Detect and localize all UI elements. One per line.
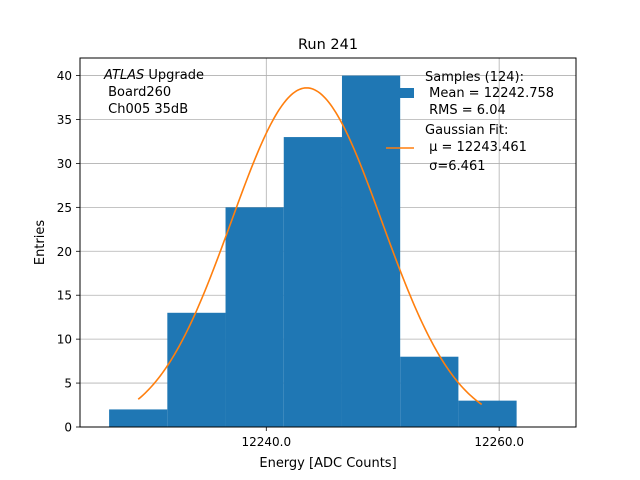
legend-samples-title: Samples (124): <box>425 70 524 85</box>
legend-fit-title: Gaussian Fit: <box>425 123 508 138</box>
histogram-bar <box>225 207 284 427</box>
y-tick-label: 20 <box>57 245 72 259</box>
legend-fit-mu: μ = 12243.461 <box>425 140 527 155</box>
annotation-upgrade: Upgrade <box>144 68 204 83</box>
fit-curve <box>137 87 483 406</box>
y-tick-label: 10 <box>57 333 72 347</box>
y-tick-label: 25 <box>57 201 72 215</box>
legend: Samples (124): Mean = 12242.758 RMS = 6.… <box>386 70 554 174</box>
atlas-annotation: ATLAS Upgrade Board260 Ch005 35dB <box>103 68 204 117</box>
histogram-bar <box>283 137 342 428</box>
legend-samples-patch <box>386 88 414 98</box>
legend-fit-sigma: σ=6.461 <box>425 159 485 174</box>
x-tick-label: 12260.0 <box>474 435 524 449</box>
histogram-bar <box>109 409 168 427</box>
annotation-channel: Ch005 35dB <box>104 102 188 117</box>
chart-title: Run 241 <box>298 37 358 53</box>
histogram-bar <box>400 356 459 427</box>
y-tick-label: 30 <box>57 157 72 171</box>
annotation-board: Board260 <box>104 85 171 100</box>
y-tick-label: 0 <box>64 421 72 435</box>
axis-ticks: 12240.0 12260.0 0 5 10 15 20 25 30 35 40 <box>57 69 524 449</box>
y-tick-label: 40 <box>57 69 72 83</box>
histogram-bar <box>341 75 401 428</box>
x-axis-label: Energy [ADC Counts] <box>259 456 396 471</box>
y-tick-label: 35 <box>57 113 72 127</box>
gaussian-fit <box>137 87 483 406</box>
y-tick-label: 5 <box>64 377 72 391</box>
y-tick-label: 15 <box>57 289 72 303</box>
histogram-bar <box>458 400 517 427</box>
annotation-atlas: ATLAS <box>103 68 144 83</box>
plot-frame <box>79 57 577 428</box>
histogram-bars <box>109 75 517 428</box>
annotation-line: ATLAS Upgrade <box>103 68 204 83</box>
legend-samples-rms: RMS = 6.04 <box>425 103 506 118</box>
histogram-bar <box>167 312 226 427</box>
legend-samples-mean: Mean = 12242.758 <box>425 86 554 101</box>
y-axis-label: Entries <box>33 220 48 266</box>
x-tick-label: 12240.0 <box>241 435 291 449</box>
